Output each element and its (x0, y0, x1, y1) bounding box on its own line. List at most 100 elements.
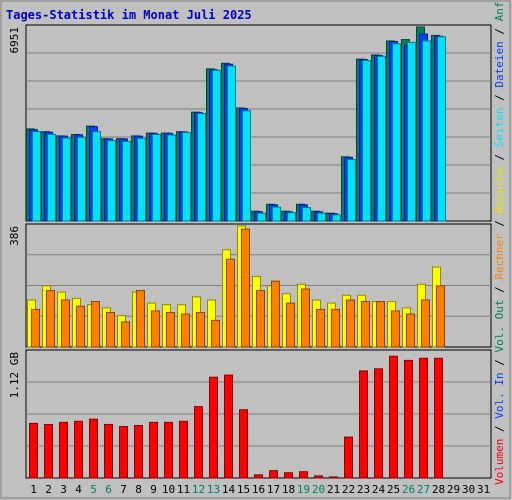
bar-rechner-day-19 (301, 288, 310, 348)
bar-volumen-day-17 (269, 470, 278, 479)
bar-rechner-day-25 (391, 310, 400, 348)
bar-seiten-day-4 (77, 136, 86, 222)
bar-volumen-day-21 (329, 476, 338, 479)
bar-rechner-day-16 (256, 290, 265, 348)
x-tick-label: 9 (150, 483, 157, 496)
bar-volumen-day-11 (179, 420, 188, 479)
bar-seiten-day-27 (422, 40, 431, 222)
bar-rechner-day-14 (226, 258, 235, 348)
x-tick-label: 22 (342, 483, 355, 496)
bar-seiten-day-15 (242, 110, 251, 222)
x-tick-label: 2 (45, 483, 52, 496)
bar-rechner-day-28 (436, 285, 445, 348)
bar-seiten-day-1 (32, 131, 41, 222)
bar-seiten-day-28 (437, 36, 446, 222)
bar-volumen-day-1 (29, 422, 38, 479)
x-tick-label: 15 (237, 483, 250, 496)
bar-rechner-day-8 (136, 290, 145, 348)
bar-rechner-day-15 (241, 228, 250, 348)
bar-seiten-day-2 (47, 133, 56, 222)
bar-volumen-day-28 (434, 357, 443, 479)
legend-volumen: Volumen (493, 439, 506, 485)
x-tick-label: 7 (120, 483, 127, 496)
bar-volumen-day-2 (44, 423, 53, 479)
x-tick-label: 10 (162, 483, 175, 496)
bar-rechner-day-18 (286, 302, 295, 348)
legend-anfragen: Anfragen (493, 0, 506, 21)
x-tick-label: 31 (477, 483, 490, 496)
x-tick-label: 17 (267, 483, 280, 496)
bar-seiten-day-12 (197, 113, 206, 222)
legend-separator: / (493, 419, 506, 439)
bar-rechner-day-17 (271, 280, 280, 348)
bar-seiten-day-3 (62, 137, 71, 222)
bar-volumen-day-12 (194, 406, 203, 479)
bar-rechner-day-13 (211, 319, 220, 348)
bar-seiten-day-22 (347, 159, 356, 222)
bar-seiten-day-9 (152, 133, 161, 222)
x-tick-label: 18 (282, 483, 295, 496)
legend-separator: / (493, 280, 506, 300)
bar-rechner-day-20 (316, 308, 325, 348)
x-tick-label: 4 (75, 483, 82, 496)
bar-rechner-day-1 (31, 308, 40, 348)
y-max-label-middle: 386 (8, 226, 21, 246)
x-tick-label: 3 (60, 483, 67, 496)
bar-volumen-day-10 (164, 421, 173, 479)
y-max-label-bottom: 1.12 GB (8, 352, 21, 399)
bar-seiten-day-5 (92, 131, 101, 222)
bar-volumen-day-5 (89, 418, 98, 479)
bar-volumen-day-23 (359, 370, 368, 479)
bar-rechner-day-21 (331, 308, 340, 348)
bar-rechner-day-2 (46, 290, 55, 348)
bar-volumen-day-25 (389, 355, 398, 479)
x-axis-labels: 1 2 3 4 5 6 7 8 9 10 11 12 13 14 15 16 17 18 19 20 21 22 23 24 2… (30, 483, 490, 496)
bar-rechner-day-4 (76, 305, 85, 348)
bar-rechner-day-26 (406, 313, 415, 348)
x-tick-label: 8 (135, 483, 142, 496)
bar-seiten-day-11 (182, 132, 191, 222)
bar-rechner-day-10 (166, 312, 175, 348)
bar-volumen-day-24 (374, 368, 383, 479)
legend-seiten: Seiten (493, 107, 506, 147)
bar-seiten-day-6 (107, 140, 116, 222)
legend-separator: / (493, 147, 506, 167)
legend-separator: / (493, 353, 506, 373)
legend-besuche: Besuche (493, 167, 506, 213)
bar-volumen-day-9 (149, 421, 158, 479)
bar-seiten-day-20 (317, 212, 326, 222)
bar-volumen-day-6 (104, 423, 113, 479)
x-tick-label: 20 (312, 483, 325, 496)
bar-rechner-day-22 (346, 299, 355, 348)
bar-rechner-day-3 (61, 299, 70, 348)
legend-rechner: Rechner (493, 233, 506, 280)
x-tick-label: 25 (387, 483, 400, 496)
bar-seiten-day-18 (287, 212, 296, 222)
bar-volumen-day-19 (299, 471, 308, 479)
bar-seiten-day-26 (407, 41, 416, 222)
bar-volumen-day-20 (314, 475, 323, 479)
bar-volumen-day-22 (344, 436, 353, 479)
x-tick-label: 13 (207, 483, 220, 496)
bar-rechner-day-9 (151, 310, 160, 348)
bar-volumen-day-16 (254, 474, 263, 479)
bar-seiten-day-10 (167, 134, 176, 222)
bar-rechner-day-23 (361, 301, 370, 348)
y-max-label-top: 6951 (8, 27, 21, 54)
x-tick-label: 23 (357, 483, 370, 496)
x-tick-label: 30 (462, 483, 475, 496)
bar-rechner-day-12 (196, 312, 205, 348)
x-tick-label: 21 (327, 483, 340, 496)
bar-volumen-day-4 (74, 420, 83, 479)
chart-panels (25, 24, 492, 479)
legend-separator: / (493, 88, 506, 108)
bar-seiten-day-21 (332, 214, 341, 222)
right-legend: Volumen / Vol. In / Vol. Out / Rechner /… (493, 0, 506, 485)
bar-volumen-day-15 (239, 409, 248, 479)
bar-volumen-day-14 (224, 374, 233, 479)
bar-volumen-day-8 (134, 425, 143, 479)
x-tick-label: 29 (447, 483, 460, 496)
legend-vol-in: Vol. In (493, 372, 506, 418)
bar-seiten-day-16 (257, 212, 266, 222)
